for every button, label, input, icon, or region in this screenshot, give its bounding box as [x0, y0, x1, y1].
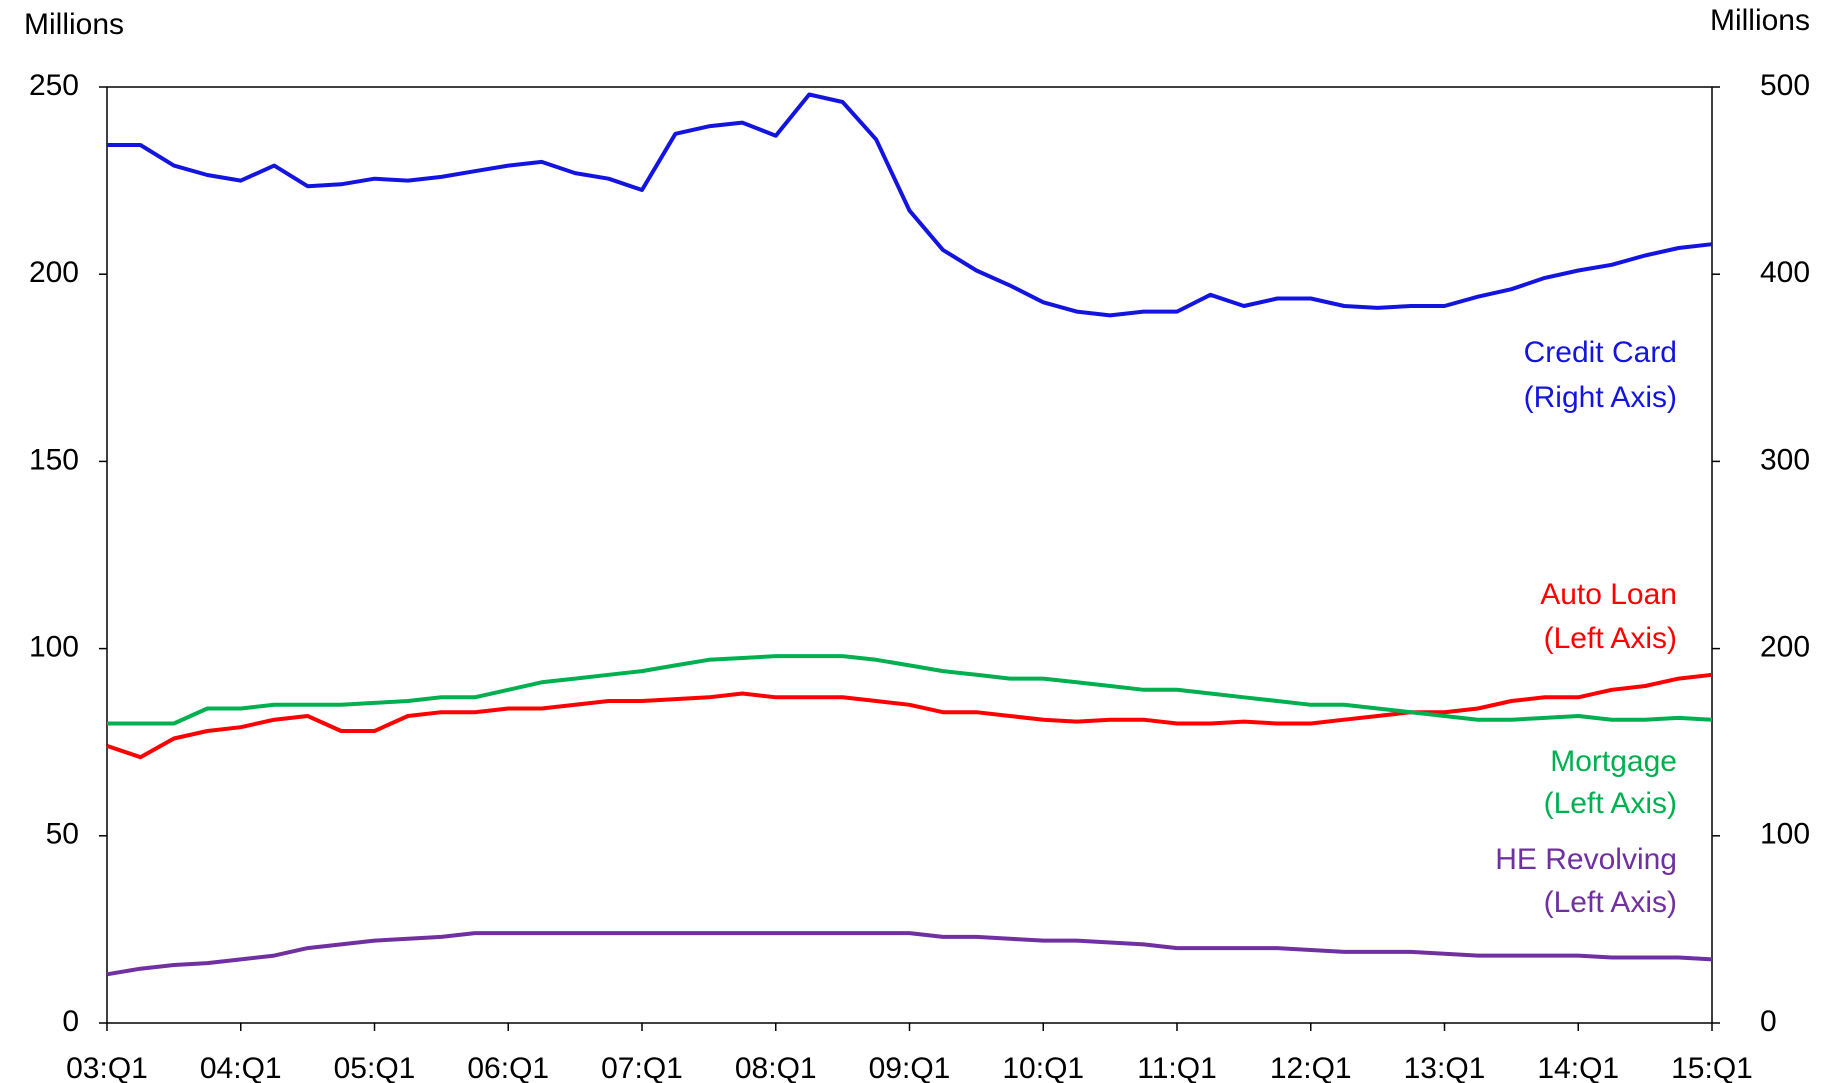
y2-tick-label: 0	[1760, 1005, 1777, 1038]
series-line	[107, 92, 1713, 318]
x-tick-label: 11:Q1	[1137, 1052, 1217, 1083]
series-axis-note: (Left Axis)	[1544, 622, 1677, 655]
x-tick-label: 09:Q1	[869, 1052, 951, 1083]
y-tick-label: 50	[46, 818, 79, 851]
series-label: Mortgage	[1550, 745, 1677, 778]
x-tick-label: 15:Q1	[1671, 1052, 1753, 1083]
series-label: HE Revolving	[1495, 843, 1677, 876]
series-line	[107, 654, 1713, 726]
x-tick-label: 04:Q1	[200, 1052, 282, 1083]
series-axis-note: (Left Axis)	[1544, 886, 1677, 919]
y-tick-label: 100	[29, 631, 79, 664]
y-tick-label: 150	[29, 443, 79, 476]
y2-axis-label: Millions	[1710, 4, 1810, 37]
y-tick-label: 250	[29, 69, 79, 102]
series-line	[106, 672, 1713, 760]
series-axis-note: (Left Axis)	[1544, 787, 1677, 820]
y2-tick-label: 300	[1760, 443, 1810, 476]
x-tick-label: 10:Q1	[1002, 1052, 1084, 1083]
y2-tick-label: 400	[1760, 256, 1810, 289]
series-line	[106, 931, 1713, 977]
y2-tick-label: 500	[1760, 69, 1810, 102]
series-label: Credit Card	[1524, 336, 1677, 369]
series-label: Auto Loan	[1540, 578, 1677, 611]
y-tick-label: 200	[29, 256, 79, 289]
x-tick-label: 06:Q1	[467, 1052, 549, 1083]
y2-tick-label: 100	[1760, 818, 1810, 851]
series-axis-note: (Right Axis)	[1524, 381, 1677, 414]
x-tick-label: 07:Q1	[601, 1052, 683, 1083]
y-tick-label: 0	[62, 1005, 79, 1038]
x-tick-label: 05:Q1	[334, 1052, 416, 1083]
y2-tick-label: 200	[1760, 631, 1810, 664]
x-tick-label: 13:Q1	[1404, 1052, 1486, 1083]
x-tick-label: 08:Q1	[735, 1052, 817, 1083]
x-tick-label: 12:Q1	[1270, 1052, 1352, 1083]
x-tick-label: 03:Q1	[66, 1052, 148, 1083]
y-axis-label: Millions	[24, 8, 124, 41]
x-tick-label: 14:Q1	[1537, 1052, 1619, 1083]
